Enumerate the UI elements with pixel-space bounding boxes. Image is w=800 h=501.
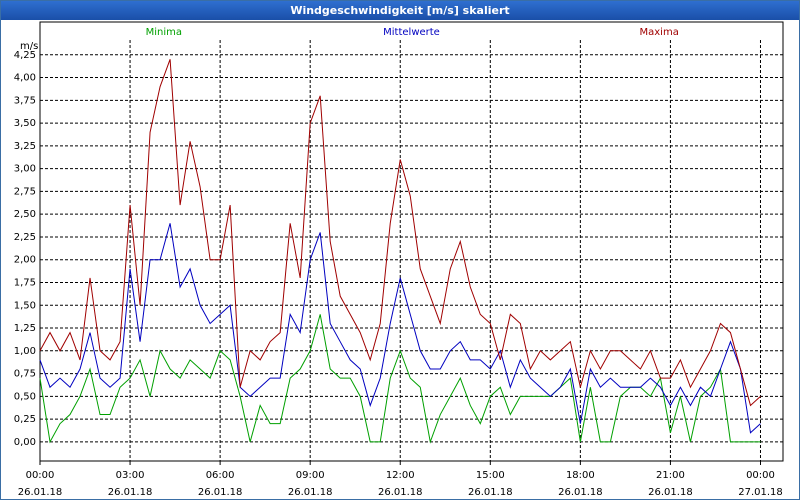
y-tick-label: 3,50 — [14, 118, 36, 129]
x-tick-label: 00:00 26.01.18 — [17, 470, 63, 498]
y-tick-label: 3,25 — [14, 141, 36, 152]
legend-label: Mittelwerte — [383, 27, 440, 38]
y-tick-label: 1,00 — [14, 346, 36, 357]
y-tick-label: 2,25 — [14, 232, 36, 243]
y-tick-label: 1,50 — [14, 300, 36, 311]
y-tick-label: 3,75 — [14, 95, 36, 106]
y-tick-label: 4,25 — [14, 50, 36, 61]
y-tick-label: 0,75 — [14, 369, 36, 380]
x-tick-label: 06:00 26.01.18 — [197, 470, 243, 498]
title-bar: Windgeschwindigkeit [m/s] skaliert — [1, 1, 799, 20]
plot-area — [39, 21, 784, 462]
y-tick-label: 0,25 — [14, 414, 36, 425]
x-tick-label: 09:00 26.01.18 — [287, 470, 333, 498]
x-tick-label: 18:00 26.01.18 — [558, 470, 603, 498]
x-tick-label: 03:00 26.01.18 — [107, 470, 153, 498]
y-tick-label: 4,00 — [14, 73, 36, 84]
legend-label: Minima — [146, 27, 182, 38]
x-tick-label: 00:00 27.01.18 — [738, 470, 783, 498]
x-tick-label: 12:00 26.01.18 — [377, 470, 423, 498]
x-tick-label: 15:00 26.01.18 — [468, 470, 513, 498]
legend-label: Maxima — [640, 27, 679, 38]
series-line — [39, 223, 761, 434]
y-tick-label: 1,25 — [14, 323, 36, 334]
y-tick-label: 2,75 — [14, 186, 36, 197]
x-tick-label: 21:00 26.01.18 — [648, 470, 693, 498]
y-tick-label: 2,00 — [14, 255, 36, 266]
series-line — [39, 59, 761, 407]
y-tick-label: 1,75 — [14, 277, 36, 288]
y-unit: m/s — [20, 41, 38, 52]
y-tick-label: 3,00 — [14, 164, 36, 175]
y-tick-label: 0,00 — [14, 437, 36, 448]
y-tick-label: 0,50 — [14, 391, 36, 402]
y-tick-label: 2,50 — [14, 209, 36, 220]
